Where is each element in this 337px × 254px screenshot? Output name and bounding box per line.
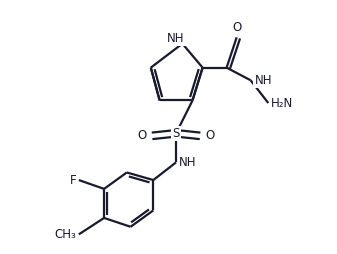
- Text: H₂N: H₂N: [271, 97, 293, 109]
- Text: F: F: [70, 173, 76, 186]
- Text: O: O: [138, 129, 147, 142]
- Text: O: O: [205, 129, 214, 142]
- Text: NH: NH: [167, 32, 185, 45]
- Text: O: O: [232, 21, 241, 34]
- Text: NH: NH: [179, 156, 196, 169]
- Text: CH₃: CH₃: [55, 228, 76, 241]
- Text: S: S: [173, 127, 180, 140]
- Text: NH: NH: [254, 74, 272, 87]
